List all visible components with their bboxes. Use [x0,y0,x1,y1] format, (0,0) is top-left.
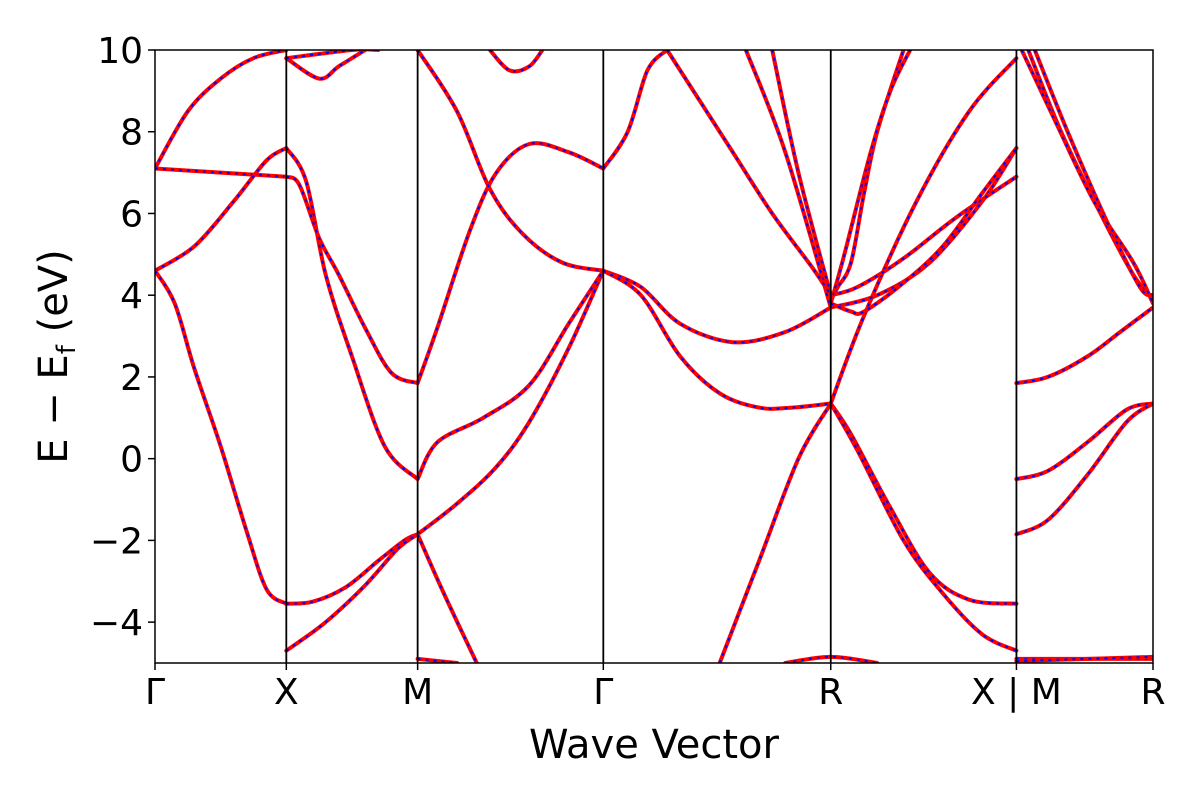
band-line-solid-18 [601,268,833,411]
band-line-dashed-7 [285,175,418,385]
band-line-dashed-4 [286,533,419,605]
band-line-solid-3 [155,268,289,606]
band-line-dashed-3 [155,270,287,605]
x-axis-title: Wave Vector [529,722,780,768]
x-tick-label-0: Γ [145,672,165,713]
band-line-dashed-17 [602,269,832,344]
y-tick-label-1: 8 [120,113,143,154]
y-axis-title-unit: (eV) [31,249,77,345]
band-line-dashed-5 [285,533,419,652]
y-tick-label-0: 10 [97,31,143,72]
x-tick-label-4: R [818,672,843,713]
band-line-solid-37 [1032,50,1153,298]
band-line-dashed-40 [785,655,878,663]
x-tick-label-5: X | M [971,672,1062,713]
x-axis-ticks: Γ X M Γ R X | M R [145,663,1166,713]
band-line-dashed-14 [416,533,478,663]
band-line-dashed-20 [829,402,1017,605]
band-line-dashed-21 [829,403,1017,652]
band-line-solid-16 [601,50,670,171]
band-line-dashed-10 [416,270,605,536]
y-axis-title: E − Ef (eV) [31,249,82,464]
band-line-solid-28 [743,50,833,310]
high-symmetry-lines [285,50,1018,663]
band-line-solid-0 [155,50,289,171]
band-line-dashed-1 [155,167,287,178]
band-line-dashed-22 [829,57,1018,404]
band-line-dashed-2 [155,147,287,272]
band-line-solid-29 [665,50,833,298]
band-line-dashed-6 [285,147,419,480]
band-line-dashed-39 [417,657,458,663]
y-tick-label-6: −2 [90,521,143,562]
band-line-dashed-31 [1016,306,1153,385]
band-line-dashed-28 [744,50,832,308]
y-axis-ticks: 10 8 6 4 2 0 −2 −4 [90,31,155,644]
band-line-dashed-0 [155,50,287,170]
band-line-solid-13 [415,50,606,273]
y-tick-label-5: 0 [120,440,143,481]
band-line-dashed-38 [1020,50,1153,304]
y-tick-label-2: 6 [120,194,143,235]
band-line-dashed-37 [1033,50,1153,297]
band-line-solid-20 [828,401,1019,606]
band-line-dashed-32 [1016,402,1153,481]
band-line-dashed-24 [830,175,1017,297]
band-line-dashed-23 [830,147,1018,309]
x-tick-label-1: X [274,672,299,713]
band-line-dashed-35 [1016,655,1153,662]
band-line-solid-15 [487,50,545,74]
band-line-solid-26 [828,50,913,306]
band-line-dashed-8 [285,50,366,80]
band-line-solid-2 [155,146,289,273]
band-line-solid-21 [828,401,1019,653]
band-line-solid-19 [717,401,833,663]
band-line-solid-5 [284,532,420,653]
band-line-dashed-33 [1015,402,1153,536]
band-line-solid-12 [415,141,606,386]
band-line-solid-17 [601,268,833,345]
plot-frame [154,49,1154,664]
band-line-dashed-13 [416,50,604,272]
band-lines [155,50,1153,663]
y-tick-label-7: −4 [90,603,143,644]
y-axis-title-subscript: f [52,344,82,354]
band-line-solid-11 [415,268,606,482]
band-line-solid-31 [1014,305,1153,386]
band-line-dashed-26 [829,50,911,304]
y-tick-label-4: 2 [120,358,143,399]
x-tick-label-2: M [402,672,433,713]
y-axis-title-main: E − E [31,354,77,464]
y-tick-label-3: 4 [120,276,143,317]
x-tick-label-3: Γ [593,672,613,713]
band-line-solid-30 [828,146,1019,316]
band-line-solid-33 [1014,401,1153,537]
band-line-dashed-12 [416,142,604,384]
band-line-solid-27 [770,50,833,298]
x-tick-label-6: R [1140,672,1165,713]
